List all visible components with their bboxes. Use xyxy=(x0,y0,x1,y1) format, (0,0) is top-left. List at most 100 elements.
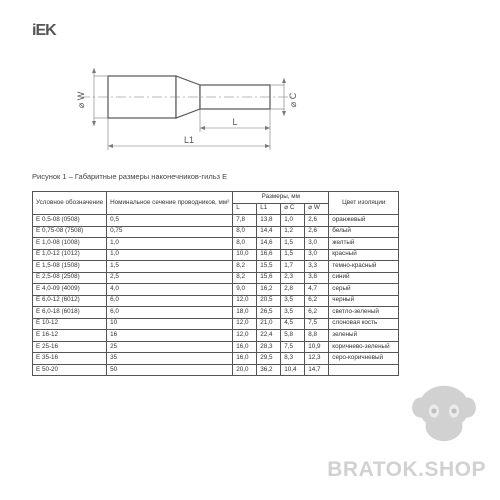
cell-n: 10 xyxy=(107,318,233,330)
table-row: Е 2,5-08 (2508)2,58,215,62,33,8синий xyxy=(33,272,399,284)
cell-n: 1,0 xyxy=(107,249,233,261)
cell-L1: 21,0 xyxy=(257,318,281,330)
cell-L: 16,0 xyxy=(233,353,257,365)
cell-L: 8,0 xyxy=(233,238,257,250)
cell-W: 6,2 xyxy=(305,307,329,319)
cell-C: 3,5 xyxy=(281,295,305,307)
th-designation: Условное обозначение xyxy=(33,192,107,215)
technical-drawing: ⌀ W ⌀ C L L1 xyxy=(60,48,320,166)
dim-label-l1: L1 xyxy=(184,135,194,145)
cell-W: 2,6 xyxy=(305,215,329,227)
cell-c: красный xyxy=(329,249,399,261)
cell-L1: 26,5 xyxy=(257,307,281,319)
cell-c: белый xyxy=(329,226,399,238)
cell-C: 8,3 xyxy=(281,353,305,365)
table-row: Е 1,0-08 (1008)1,08,014,61,53,0желтый xyxy=(33,238,399,250)
cell-d: Е 1,0-12 (1012) xyxy=(33,249,107,261)
cell-d: Е 6,0-12 (6012) xyxy=(33,295,107,307)
cell-n: 0,75 xyxy=(107,226,233,238)
cell-L: 10,0 xyxy=(233,249,257,261)
cell-n: 0,5 xyxy=(107,215,233,227)
cell-L1: 29,5 xyxy=(257,353,281,365)
cell-n: 4,0 xyxy=(107,284,233,296)
cell-c: черный xyxy=(329,295,399,307)
cell-c: серо-коричневый xyxy=(329,353,399,365)
cell-d: Е 4,0-09 (4009) xyxy=(33,284,107,296)
cell-W: 2,6 xyxy=(305,226,329,238)
cell-C: 3,5 xyxy=(281,307,305,319)
table-row: Е 50-205020,036,210,414,7 xyxy=(33,364,399,376)
table-row: Е 25-162516,028,37,510,9коричнево-зелены… xyxy=(33,341,399,353)
cell-L: 12,0 xyxy=(233,295,257,307)
gorilla-icon xyxy=(402,374,486,458)
cell-d: Е 1,5-08 (1508) xyxy=(33,261,107,273)
cell-n: 6,0 xyxy=(107,295,233,307)
cell-c: зеленый xyxy=(329,330,399,342)
cell-n: 1,0 xyxy=(107,238,233,250)
cell-L1: 16,6 xyxy=(257,249,281,261)
th-nominal: Номинальное сечение проводников, мм² xyxy=(107,192,233,215)
cell-n: 2,5 xyxy=(107,272,233,284)
table-row: Е 1,0-12 (1012)1,010,016,61,53,0красный xyxy=(33,249,399,261)
cell-C: 2,8 xyxy=(281,284,305,296)
cell-c: серый xyxy=(329,284,399,296)
cell-W: 8,8 xyxy=(305,330,329,342)
cell-W: 3,3 xyxy=(305,261,329,273)
cell-W: 14,7 xyxy=(305,364,329,376)
cell-L: 9,0 xyxy=(233,284,257,296)
cell-L: 18,0 xyxy=(233,307,257,319)
cell-W: 4,7 xyxy=(305,284,329,296)
cell-L1: 13,8 xyxy=(257,215,281,227)
cell-d: Е 2,5-08 (2508) xyxy=(33,272,107,284)
table-row: Е 1,5-08 (1508)1,58,215,51,73,3темно-кра… xyxy=(33,261,399,273)
cell-d: Е 25-16 xyxy=(33,341,107,353)
table-row: Е 0,75-08 (7508)0,758,014,41,22,6белый xyxy=(33,226,399,238)
watermark-text: BRATOK.SHOP xyxy=(327,458,486,482)
cell-n: 50 xyxy=(107,364,233,376)
cell-c: желтый xyxy=(329,238,399,250)
cell-L: 7,8 xyxy=(233,215,257,227)
cell-C: 1,5 xyxy=(281,249,305,261)
figure-caption: Рисунок 1 – Габаритные размеры наконечни… xyxy=(32,172,468,181)
cell-C: 7,5 xyxy=(281,341,305,353)
cell-C: 1,2 xyxy=(281,226,305,238)
cell-L1: 15,6 xyxy=(257,272,281,284)
cell-d: Е 35-16 xyxy=(33,353,107,365)
cell-C: 1,7 xyxy=(281,261,305,273)
cell-c: синий xyxy=(329,272,399,284)
cell-d: Е 0,75-08 (7508) xyxy=(33,226,107,238)
cell-W: 12,3 xyxy=(305,353,329,365)
th-C: ⌀ C xyxy=(281,203,305,215)
table-row: Е 35-163516,029,58,312,3серо-коричневый xyxy=(33,353,399,365)
cell-d: Е 50-20 xyxy=(33,364,107,376)
cell-n: 6,0 xyxy=(107,307,233,319)
cell-W: 3,0 xyxy=(305,238,329,250)
cell-W: 6,2 xyxy=(305,295,329,307)
cell-d: Е 0,5-08 (0508) xyxy=(33,215,107,227)
table-row: Е 6,0-12 (6012)6,012,020,53,56,2черный xyxy=(33,295,399,307)
cell-L: 8,2 xyxy=(233,272,257,284)
cell-n: 16 xyxy=(107,330,233,342)
cell-W: 10,9 xyxy=(305,341,329,353)
table-row: Е 4,0-09 (4009)4,09,016,22,84,7серый xyxy=(33,284,399,296)
table-row: Е 10-121012,021,04,57,5слоновая кость xyxy=(33,318,399,330)
cell-n: 35 xyxy=(107,353,233,365)
table-row: Е 0,5-08 (0508)0,57,813,81,02,6оранжевый xyxy=(33,215,399,227)
cell-C: 1,5 xyxy=(281,238,305,250)
cell-W: 3,0 xyxy=(305,249,329,261)
cell-d: Е 16-12 xyxy=(33,330,107,342)
cell-c: коричнево-зеленый xyxy=(329,341,399,353)
cell-L1: 22,4 xyxy=(257,330,281,342)
cell-L1: 14,4 xyxy=(257,226,281,238)
dimensions-table: Условное обозначение Номинальное сечение… xyxy=(32,191,399,376)
cell-C: 10,4 xyxy=(281,364,305,376)
cell-L1: 15,5 xyxy=(257,261,281,273)
cell-c: светло-зеленый xyxy=(329,307,399,319)
cell-C: 5,8 xyxy=(281,330,305,342)
cell-n: 25 xyxy=(107,341,233,353)
watermark: BRATOK.SHOP xyxy=(327,374,486,482)
cell-C: 1,0 xyxy=(281,215,305,227)
cell-W: 3,8 xyxy=(305,272,329,284)
cell-d: Е 6,0-18 (6018) xyxy=(33,307,107,319)
cell-L: 8,0 xyxy=(233,226,257,238)
